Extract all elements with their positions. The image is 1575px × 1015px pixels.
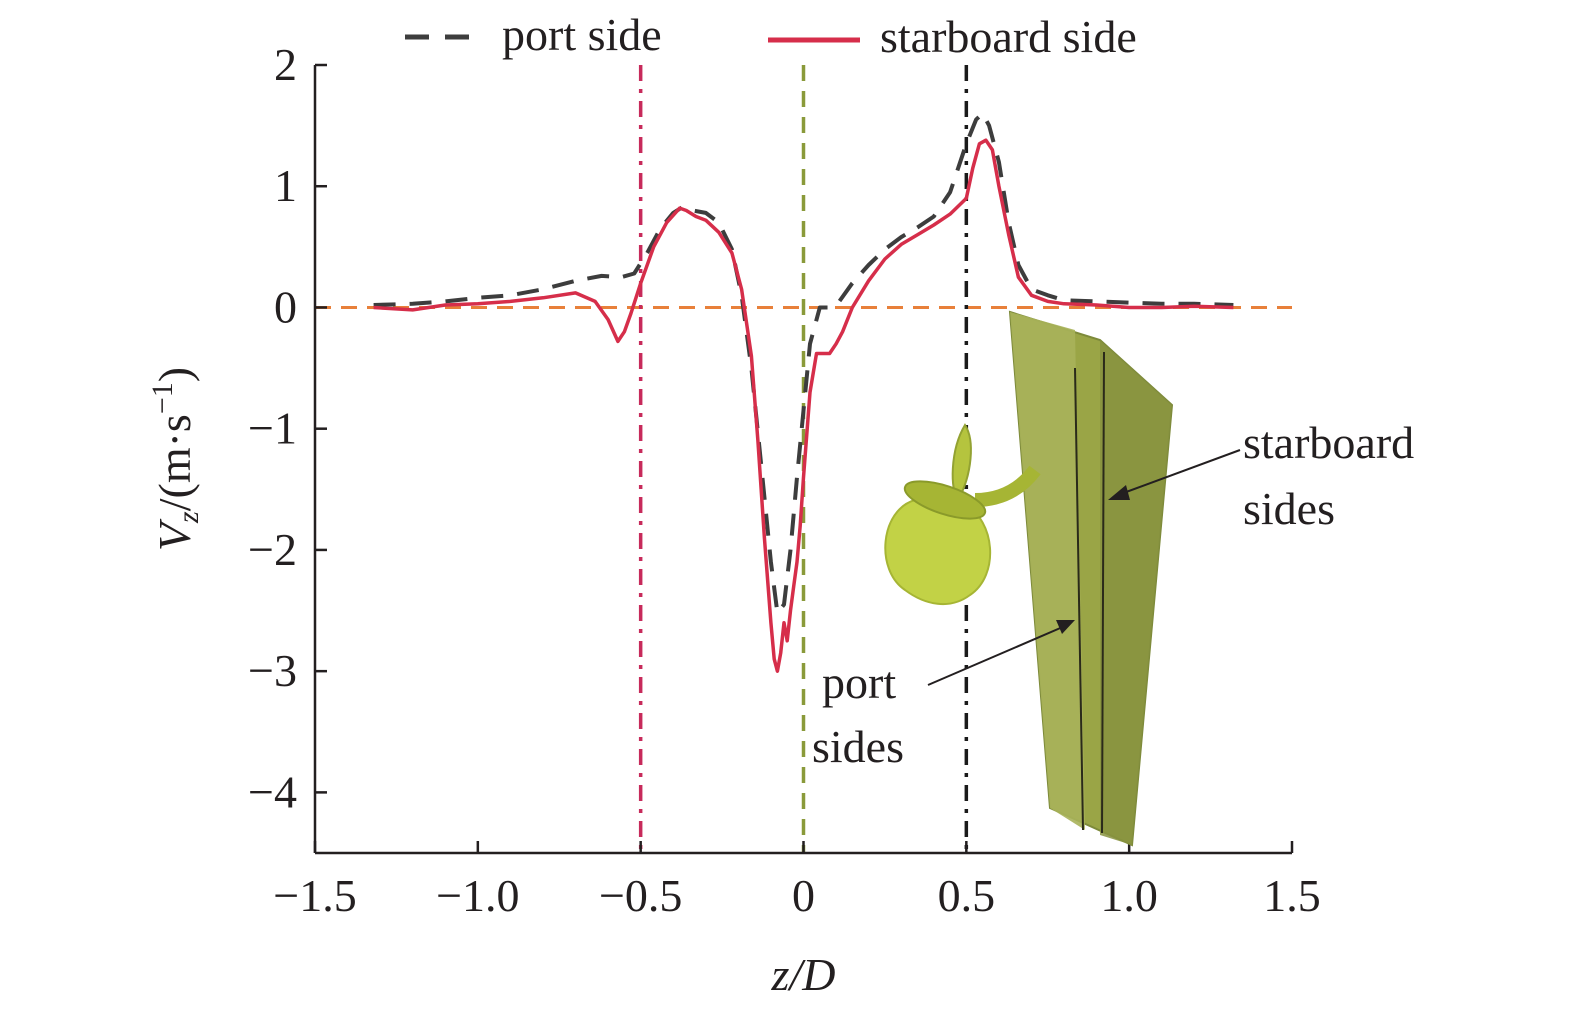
annotation-port-line1: port: [822, 657, 896, 708]
annotation-starboard-arrow-line: [1117, 449, 1241, 496]
x-tick-label: 1.5: [1263, 870, 1321, 921]
x-tick-label: 1.0: [1100, 870, 1158, 921]
y-tick-label: −1: [248, 403, 297, 454]
y-axis-label-close: ): [149, 367, 200, 382]
legend-label-starboard-side: starboard side: [880, 11, 1137, 62]
x-axis-label-unit: /D: [786, 949, 835, 1000]
y-axis-label-sup: −1: [146, 382, 179, 414]
x-tick-label: −1.5: [273, 870, 356, 921]
annotation-port-arrow-line: [927, 625, 1066, 686]
y-axis-label-sub: z: [172, 511, 205, 524]
rudder-port-line: [1074, 367, 1084, 831]
x-tick-label: −1.0: [436, 870, 519, 921]
series-line-port-side: [373, 111, 1234, 615]
y-axis-label-var: V: [149, 518, 200, 551]
y-axis-label: Vz/(m·s−1): [146, 367, 205, 551]
axes: −1.5 −1.0 −0.5 0 0.5 1.0 1.5210−1−2−3−4z/DVz/(…: [146, 39, 1321, 1000]
x-tick-label: 0: [792, 870, 815, 921]
series: [373, 111, 1234, 673]
propeller-hub: [903, 480, 987, 520]
rudder-face: [1010, 312, 1085, 830]
series-line-starboard-side: [373, 138, 1234, 673]
x-axis-label: z/D: [771, 949, 836, 1000]
annotations: starboard sides port sides: [812, 417, 1414, 772]
y-tick-label: −3: [248, 645, 297, 696]
legend: port side starboard side: [405, 9, 1137, 62]
y-tick-label: 1: [274, 160, 297, 211]
y-axis-label-unit: /(m·s: [149, 414, 200, 511]
annotation-port-arrowhead: [1056, 620, 1075, 634]
y-tick-label: 2: [274, 39, 297, 90]
propeller-shaft: [974, 465, 1041, 507]
y-tick-label: 0: [274, 281, 297, 332]
x-tick-label: 0.5: [938, 870, 996, 921]
rudder-shade: [1100, 340, 1172, 845]
y-tick-label: −4: [248, 766, 297, 817]
annotation-port-line2: sides: [812, 721, 904, 772]
y-tick-label: −2: [248, 524, 297, 575]
legend-label-port-side: port side: [502, 9, 662, 60]
x-axis-label-var: z: [771, 949, 790, 1000]
x-tick-label: −0.5: [599, 870, 682, 921]
rudder-starboard-line: [1101, 351, 1105, 834]
annotation-starboard-line1: starboard: [1243, 417, 1414, 468]
annotation-starboard-line2: sides: [1243, 483, 1335, 534]
annotation-starboard-arrowhead: [1108, 485, 1130, 500]
propeller-rudder-inset: [884, 310, 1174, 847]
